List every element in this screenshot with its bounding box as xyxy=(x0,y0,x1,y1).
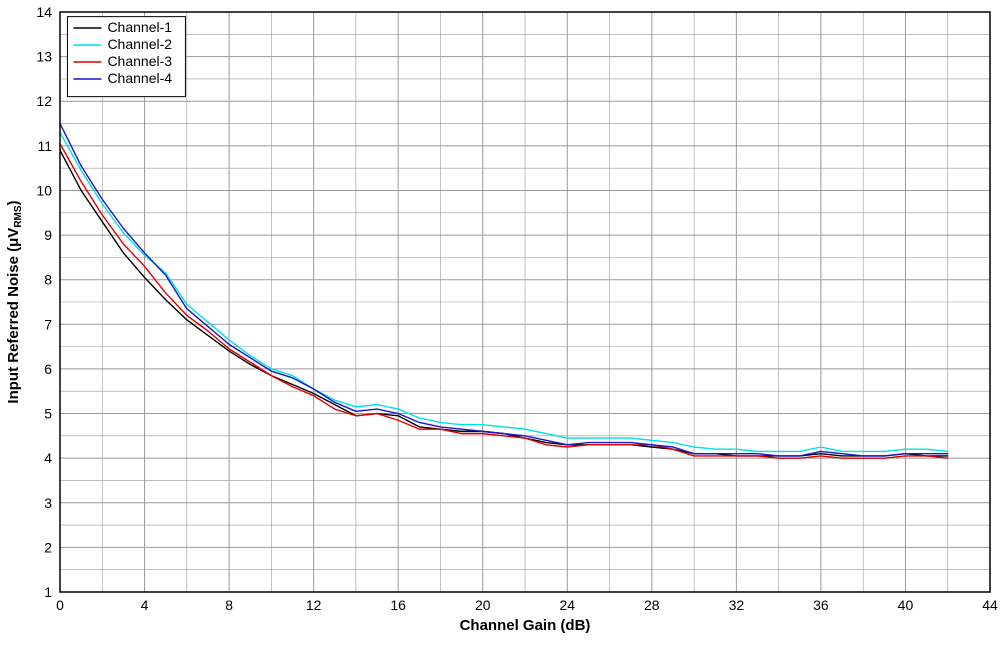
y-tick-label: 3 xyxy=(44,495,52,511)
y-tick-label: 11 xyxy=(37,138,52,154)
x-tick-label: 28 xyxy=(644,597,660,613)
x-tick-label: 44 xyxy=(982,597,998,613)
x-tick-label: 32 xyxy=(729,597,745,613)
y-tick-label: 6 xyxy=(44,361,52,377)
legend: Channel-1Channel-2Channel-3Channel-4 xyxy=(67,17,185,97)
x-tick-label: 40 xyxy=(898,597,914,613)
y-tick-label: 1 xyxy=(44,584,52,600)
y-tick-label: 4 xyxy=(44,450,52,466)
y-tick-label: 12 xyxy=(36,93,52,109)
x-tick-label: 16 xyxy=(390,597,406,613)
legend-label-3: Channel-3 xyxy=(107,53,172,69)
y-tick-label: 5 xyxy=(44,406,52,422)
chart-svg: 0481216202428323640441234567891011121314… xyxy=(0,0,1008,652)
y-tick-label: 10 xyxy=(36,182,52,198)
noise-vs-gain-chart: 0481216202428323640441234567891011121314… xyxy=(0,0,1008,652)
x-tick-label: 0 xyxy=(56,597,64,613)
legend-label-2: Channel-2 xyxy=(107,36,172,52)
y-tick-label: 8 xyxy=(44,272,52,288)
x-axis-label: Channel Gain (dB) xyxy=(460,617,591,634)
x-tick-label: 24 xyxy=(559,597,575,613)
legend-label-4: Channel-4 xyxy=(107,70,172,86)
y-tick-label: 9 xyxy=(44,227,52,243)
y-tick-label: 7 xyxy=(44,316,52,332)
x-tick-label: 8 xyxy=(225,597,233,613)
y-tick-label: 2 xyxy=(44,539,52,555)
x-tick-label: 4 xyxy=(141,597,149,613)
x-tick-label: 12 xyxy=(306,597,322,613)
y-axis-label: Input Referred Noise (μVRMS) xyxy=(5,200,24,403)
x-tick-label: 36 xyxy=(813,597,829,613)
y-tick-label: 14 xyxy=(36,4,52,20)
x-tick-label: 20 xyxy=(475,597,491,613)
legend-label-1: Channel-1 xyxy=(107,19,172,35)
y-tick-label: 13 xyxy=(36,49,52,65)
